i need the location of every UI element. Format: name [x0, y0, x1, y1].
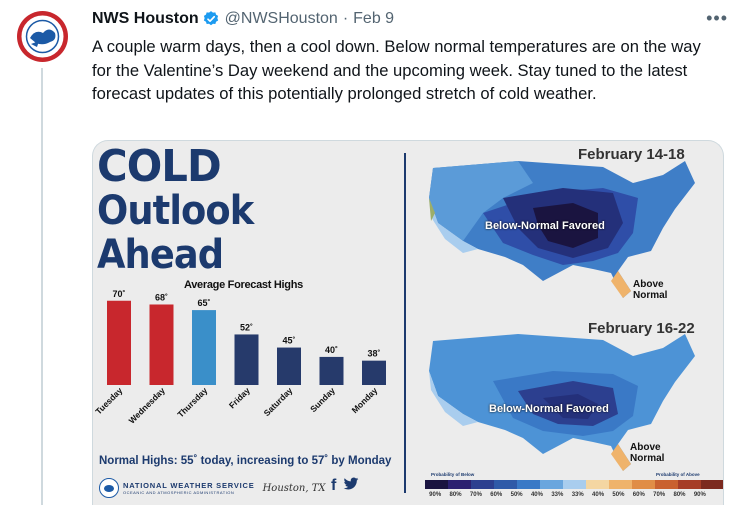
legend-label: 33%	[571, 492, 584, 498]
legend-label: 40%	[530, 492, 543, 498]
value-label-monday: 38˚	[367, 349, 380, 359]
map2-label-below: Below-Normal Favored	[489, 403, 609, 415]
legend-label: 90%	[429, 492, 442, 498]
legend-swatch	[494, 480, 517, 489]
category-label-friday: Friday	[227, 385, 252, 410]
graphic-title: COLD Outlook Ahead	[97, 141, 267, 278]
category-label-saturday: Saturday	[262, 385, 295, 418]
legend-label: 80%	[673, 492, 686, 498]
map1-outlook	[429, 161, 695, 298]
nws-logo-icon	[17, 11, 68, 62]
office-name: Houston, TX	[262, 482, 326, 494]
map1-title: February 14-18	[578, 146, 685, 163]
agency-subtitle: OCEANIC AND ATMOSPHERIC ADMINISTRATION	[123, 490, 235, 495]
legend-swatch	[655, 480, 678, 489]
value-label-sunday: 40˚	[325, 345, 338, 355]
probability-legend-labels: 90% 80% 70% 60% 50% 40% 33% 33% 40% 50% 60% 70% 80% 9…	[425, 492, 710, 498]
value-label-saturday: 45˚	[282, 336, 295, 346]
legend-label: 50%	[510, 492, 523, 498]
legend-label: 50%	[612, 492, 625, 498]
legend-label: 60%	[490, 492, 503, 498]
legend-label: 90%	[693, 492, 706, 498]
prob-below-caption: Probability of Below	[431, 472, 475, 477]
author-name[interactable]: NWS Houston	[92, 10, 199, 27]
legend-label: 80%	[449, 492, 462, 498]
bar-friday	[234, 334, 259, 385]
more-options-icon[interactable]: •••	[706, 8, 728, 28]
legend-label: 70%	[653, 492, 666, 498]
bar-wednesday	[149, 304, 174, 385]
legend-label: 70%	[469, 492, 482, 498]
legend-swatch	[471, 480, 494, 489]
map1-label-below: Below-Normal Favored	[485, 220, 605, 232]
verified-badge-icon	[202, 10, 220, 28]
author-handle[interactable]: @NWSHouston	[224, 10, 338, 27]
forecast-highs-chart: 70˚ Tuesday 68˚ Wednesday 65˚ Thursday 52˚ Frid…	[93, 289, 386, 426]
tweet: NWS Houston @NWSHouston · Feb 9 ••• A co…	[92, 8, 732, 106]
agency-name: NATIONAL WEATHER SERVICE	[123, 481, 255, 490]
separator-dot: ·	[342, 10, 349, 27]
value-label-friday: 52˚	[240, 322, 253, 332]
value-label-tuesday: 70˚	[112, 289, 125, 299]
tweet-header: NWS Houston @NWSHouston · Feb 9 •••	[92, 8, 732, 30]
facebook-icon: f	[331, 477, 337, 494]
legend-swatch	[517, 480, 540, 489]
category-label-tuesday: Tuesday	[93, 385, 124, 416]
title-line-2: Outlook	[97, 188, 254, 234]
twitter-bird-icon	[343, 477, 359, 490]
legend-label: 33%	[551, 492, 564, 498]
map1-label-above: Above Normal	[633, 279, 668, 301]
legend-swatch	[632, 480, 655, 489]
legend-label: 40%	[592, 492, 605, 498]
normal-highs-text: Normal Highs: 55˚ today, increasing to 5…	[99, 455, 392, 467]
nws-badge-icon	[99, 478, 119, 498]
bar-saturday	[277, 347, 301, 385]
legend-swatch	[701, 480, 723, 489]
map2-label-above: Above Normal	[630, 442, 665, 464]
prob-above-caption: Probability of Above	[656, 472, 700, 477]
tweet-media-image[interactable]: COLD Outlook Ahead Average Forecast High…	[92, 140, 724, 505]
category-label-sunday: Sunday	[308, 385, 337, 414]
tweet-text: A couple warm days, then a cool down. Be…	[92, 37, 701, 103]
bar-sunday	[319, 356, 344, 385]
tweet-date[interactable]: Feb 9	[353, 10, 395, 27]
category-label-monday: Monday	[350, 385, 380, 415]
legend-swatch	[563, 480, 586, 489]
legend-label: 60%	[632, 492, 645, 498]
legend-swatch	[586, 480, 609, 489]
thread-line	[41, 68, 43, 505]
bar-tuesday	[107, 300, 131, 385]
category-label-thursday: Thursday	[175, 385, 209, 419]
bar-thursday	[192, 310, 216, 385]
map2-title: February 16-22	[588, 320, 695, 337]
map2-outlook	[429, 334, 695, 471]
title-line-3: Ahead	[97, 232, 224, 278]
probability-legend-bar	[425, 480, 723, 489]
legend-swatch	[425, 480, 448, 489]
value-label-thursday: 65˚	[197, 298, 210, 308]
graphic-divider	[404, 153, 406, 493]
value-label-wednesday: 68˚	[155, 292, 168, 302]
legend-swatch	[678, 480, 701, 489]
social-icons: f	[331, 477, 359, 495]
nws-footer: NATIONAL WEATHER SERVICE OCEANIC AND ATM…	[99, 478, 326, 498]
legend-swatch	[540, 480, 563, 489]
legend-swatch	[448, 480, 471, 489]
legend-swatch	[609, 480, 632, 489]
category-label-wednesday: Wednesday	[127, 385, 168, 426]
avatar[interactable]	[17, 11, 68, 62]
chart-title: Average Forecast Highs	[184, 279, 303, 291]
title-line-1: COLD	[97, 141, 222, 192]
bar-monday	[362, 360, 386, 385]
